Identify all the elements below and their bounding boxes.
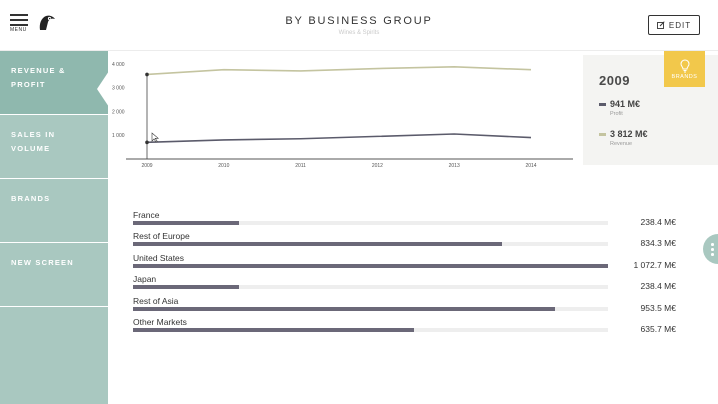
- menu-label: MENU: [10, 27, 27, 33]
- mouse-cursor-icon: [151, 132, 160, 143]
- x-tick-label: 2011: [295, 163, 306, 169]
- market-row: United States 1 072.7 M€: [133, 250, 693, 271]
- sidebar-item-label: REVENUE & PROFIT: [11, 66, 66, 89]
- y-tick-label: 2 000: [112, 109, 125, 115]
- y-tick-label: 1 000: [112, 133, 125, 139]
- market-value: 238.4 M€: [640, 281, 676, 292]
- brands-badge[interactable]: BRANDS: [664, 51, 705, 87]
- market-bar-track: [133, 306, 608, 311]
- sidebar-item-label: NEW SCREEN: [11, 258, 74, 267]
- dot-icon: [711, 253, 714, 256]
- market-label: Rest of Europe: [133, 231, 190, 242]
- revenue-label: Revenue: [610, 141, 633, 147]
- market-bar-track: [133, 221, 608, 225]
- market-bar: [133, 263, 608, 268]
- page-title: BY BUSINESS GROUP: [285, 15, 433, 27]
- markets-bar-list: France 238.4 M€ Rest of Europe 834.3 M€ Unit…: [133, 207, 693, 335]
- sidebar-item-revenue-profit[interactable]: REVENUE & PROFIT: [0, 51, 109, 115]
- revenue-swatch: [599, 132, 606, 136]
- page-subtitle: Wines & Spirits: [338, 30, 380, 36]
- market-bar-track: [133, 263, 608, 268]
- profit-value: 941 M€: [610, 99, 641, 109]
- line-chart: 1 000 2 000 3 000 4 000 2009 2010 2011 2012 2013…: [108, 51, 583, 176]
- hamburger-icon-bar: [10, 19, 28, 21]
- market-value: 953.5 M€: [640, 302, 676, 313]
- x-tick-label: 2012: [372, 163, 383, 169]
- dot-icon: [711, 248, 714, 251]
- market-bar: [133, 285, 239, 290]
- market-bar: [133, 242, 503, 247]
- profit-legend: 941 M€: [599, 99, 640, 109]
- sidebar-item-new-screen[interactable]: NEW SCREEN: [0, 243, 108, 307]
- series-point-revenue: [145, 72, 149, 77]
- market-label: Other Markets: [133, 316, 187, 327]
- market-row: Rest of Europe 834.3 M€: [133, 228, 693, 249]
- series-line-revenue: [146, 66, 532, 76]
- market-value: 635.7 M€: [640, 323, 676, 334]
- more-options-handle[interactable]: [703, 234, 718, 264]
- market-label: Japan: [133, 274, 157, 285]
- market-row: Japan 238.4 M€: [133, 271, 693, 292]
- market-bar: [133, 221, 239, 225]
- sidebar-item-sales-volume[interactable]: SALES IN VOLUME: [0, 115, 108, 179]
- market-row: Rest of Asia 953.5 M€: [133, 293, 693, 314]
- x-tick-label: 2014: [525, 163, 536, 169]
- market-label: United States: [133, 252, 185, 263]
- selected-year: 2009: [599, 73, 630, 88]
- market-row: Other Markets 635.7 M€: [133, 314, 693, 335]
- y-tick-label: 4 000: [112, 62, 125, 68]
- hamburger-icon-bar: [10, 24, 28, 26]
- revenue-value: 3 812 M€: [610, 129, 648, 139]
- sidebar-item-label: SALES IN VOLUME: [11, 130, 56, 153]
- revenue-legend: 3 812 M€: [599, 129, 648, 139]
- x-tick-label: 2013: [449, 163, 460, 169]
- market-bar-track: [133, 327, 608, 332]
- market-value: 238.4 M€: [640, 217, 676, 227]
- brands-badge-label: BRANDS: [671, 73, 698, 80]
- profit-label: Profit: [610, 111, 623, 117]
- sidebar: REVENUE & PROFIT SALES IN VOLUME BRANDS …: [0, 51, 109, 404]
- sidebar-item-label: BRANDS: [11, 194, 51, 203]
- market-bar-track: [133, 285, 608, 290]
- market-bar: [133, 306, 556, 311]
- market-label: Rest of Asia: [133, 295, 179, 306]
- market-value: 1 072.7 M€: [633, 259, 676, 270]
- lightbulb-icon: [679, 58, 690, 72]
- header: MENU BY BUSINESS GROUP Wines & Spirits E…: [0, 0, 718, 51]
- pencil-icon: [656, 21, 665, 29]
- market-value: 834.3 M€: [640, 238, 676, 249]
- line-chart-svg: 1 000 2 000 3 000 4 000 2009 2010 2011 2012 2013…: [112, 62, 573, 169]
- dot-icon: [711, 243, 714, 246]
- market-bar-track: [133, 242, 608, 247]
- x-tick-label: 2010: [218, 163, 229, 169]
- toucan-logo-icon: [37, 13, 57, 31]
- profit-swatch: [599, 102, 606, 106]
- market-label: France: [133, 210, 160, 220]
- sidebar-item-brands[interactable]: BRANDS: [0, 179, 108, 243]
- edit-button[interactable]: EDIT: [648, 15, 700, 35]
- edit-button-label: EDIT: [668, 20, 692, 30]
- x-tick-label: 2009: [141, 163, 152, 169]
- series-point-profit: [145, 140, 149, 145]
- active-indicator-arrow: [97, 71, 109, 107]
- series-line-profit: [146, 133, 532, 144]
- hamburger-icon-bar: [10, 14, 28, 16]
- market-bar: [133, 327, 415, 332]
- market-row: France 238.4 M€: [133, 207, 693, 228]
- menu-button[interactable]: MENU: [10, 14, 32, 36]
- y-tick-label: 3 000: [112, 86, 125, 92]
